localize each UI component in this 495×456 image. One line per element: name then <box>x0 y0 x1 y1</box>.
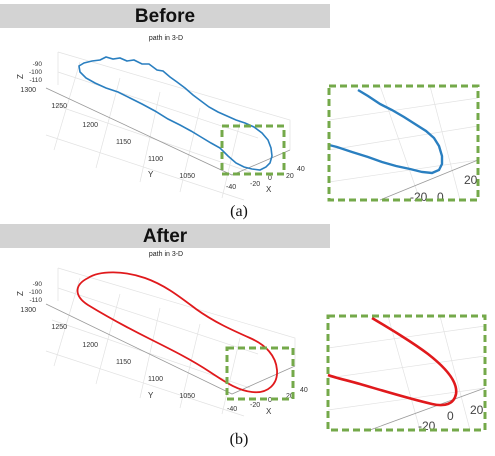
plot-b-x-tick: -40 <box>227 406 237 413</box>
plot-b: path in 3-D Z -90 -100 -110 1300 1250 12… <box>16 251 308 417</box>
plot-a-z-label: Z <box>16 74 25 79</box>
plot-b-y-tick: 1300 <box>20 307 36 314</box>
plot-a-x-tick: 0 <box>268 175 272 182</box>
zoom-a-tick: 20 <box>464 173 478 187</box>
plot-a-x-tick: -40 <box>226 184 236 191</box>
zoom-a-tick: -20 <box>410 190 428 204</box>
zoom-b-tick: 0 <box>447 409 454 423</box>
plot-a-grid <box>45 51 291 201</box>
zoom-a-frame <box>327 84 480 202</box>
plot-a-z-tick: -110 <box>29 77 42 84</box>
plot-a-z-tick: -100 <box>29 69 42 76</box>
plot-b-z-tick: -110 <box>29 297 42 304</box>
plot-a-y-tick: 1250 <box>51 103 67 110</box>
plot-b-title: path in 3-D <box>149 251 183 258</box>
zoom-b-background <box>328 316 485 430</box>
plot-b-y-tick: 1200 <box>82 342 98 349</box>
plot-b-x-label: X <box>266 407 272 416</box>
plot-a: path in 3-D Z -90 -100 -110 1300 1250 12… <box>16 35 305 201</box>
before-banner: Before <box>0 4 330 28</box>
plot-b-y-tick: 1150 <box>116 359 131 366</box>
plot-a-y-tick: 1200 <box>82 122 98 129</box>
plot-a-title: path in 3-D <box>149 35 183 42</box>
plot-b-x-tick: 0 <box>268 397 272 404</box>
plot-b-z-tick: -90 <box>33 281 43 288</box>
plot-b-x-tick: 40 <box>300 387 308 394</box>
zoom-b-tick: 20 <box>470 403 484 417</box>
zoom-a-tick: 0 <box>437 190 444 204</box>
plot-a-axes <box>45 87 291 176</box>
plot-a-y-label: Y <box>148 170 154 179</box>
plot-a-x-tick: -20 <box>250 181 260 188</box>
zoom-a-axis <box>379 159 479 201</box>
plot-b-x-tick: -20 <box>250 402 260 409</box>
zoom-b-grid <box>327 315 486 431</box>
plot-b-y-tick: 1100 <box>148 376 163 383</box>
plot-a-z-tick: -90 <box>33 61 43 68</box>
zoom-a-foot-path <box>328 88 444 175</box>
plot-b-y-label: Y <box>148 391 154 400</box>
zoom-b-axis <box>369 387 486 431</box>
zoom-a-background <box>329 86 478 200</box>
plot-a-highlight-box <box>220 124 286 176</box>
plot-a-y-tick: 1150 <box>116 139 131 146</box>
plot-a-y-tick: 1300 <box>20 87 36 94</box>
plot-b-x-tick: 20 <box>286 393 294 400</box>
plot-a-x-tick: 20 <box>286 173 294 180</box>
zoom-b-foot-path <box>327 316 458 407</box>
plot-a-y-tick: 1100 <box>148 156 163 163</box>
plot-b-highlight-box <box>225 346 295 401</box>
caption-b: (b) <box>229 431 249 448</box>
plot-a-foot-path <box>78 56 273 171</box>
plot-b-z-tick: -100 <box>29 289 42 296</box>
plot-b-z-label: Z <box>16 291 25 296</box>
plot-a-x-label: X <box>266 185 272 194</box>
after-banner: After <box>0 224 330 248</box>
plot-b-foot-path <box>76 271 278 394</box>
plot-a-x-tick: 40 <box>297 166 305 173</box>
zoom-b-frame <box>326 314 487 432</box>
plot-a-y-tick: 1050 <box>179 173 195 180</box>
plot-b-y-tick: 1250 <box>51 324 67 331</box>
zoom-a-grid <box>328 85 479 201</box>
plot-b-y-tick: 1050 <box>179 393 195 400</box>
zoom-a: 20 0 -20 <box>327 84 480 204</box>
caption-a: (a) <box>230 203 248 220</box>
plot-b-axes <box>45 303 296 395</box>
zoom-b: 20 0 -20 <box>326 314 487 433</box>
